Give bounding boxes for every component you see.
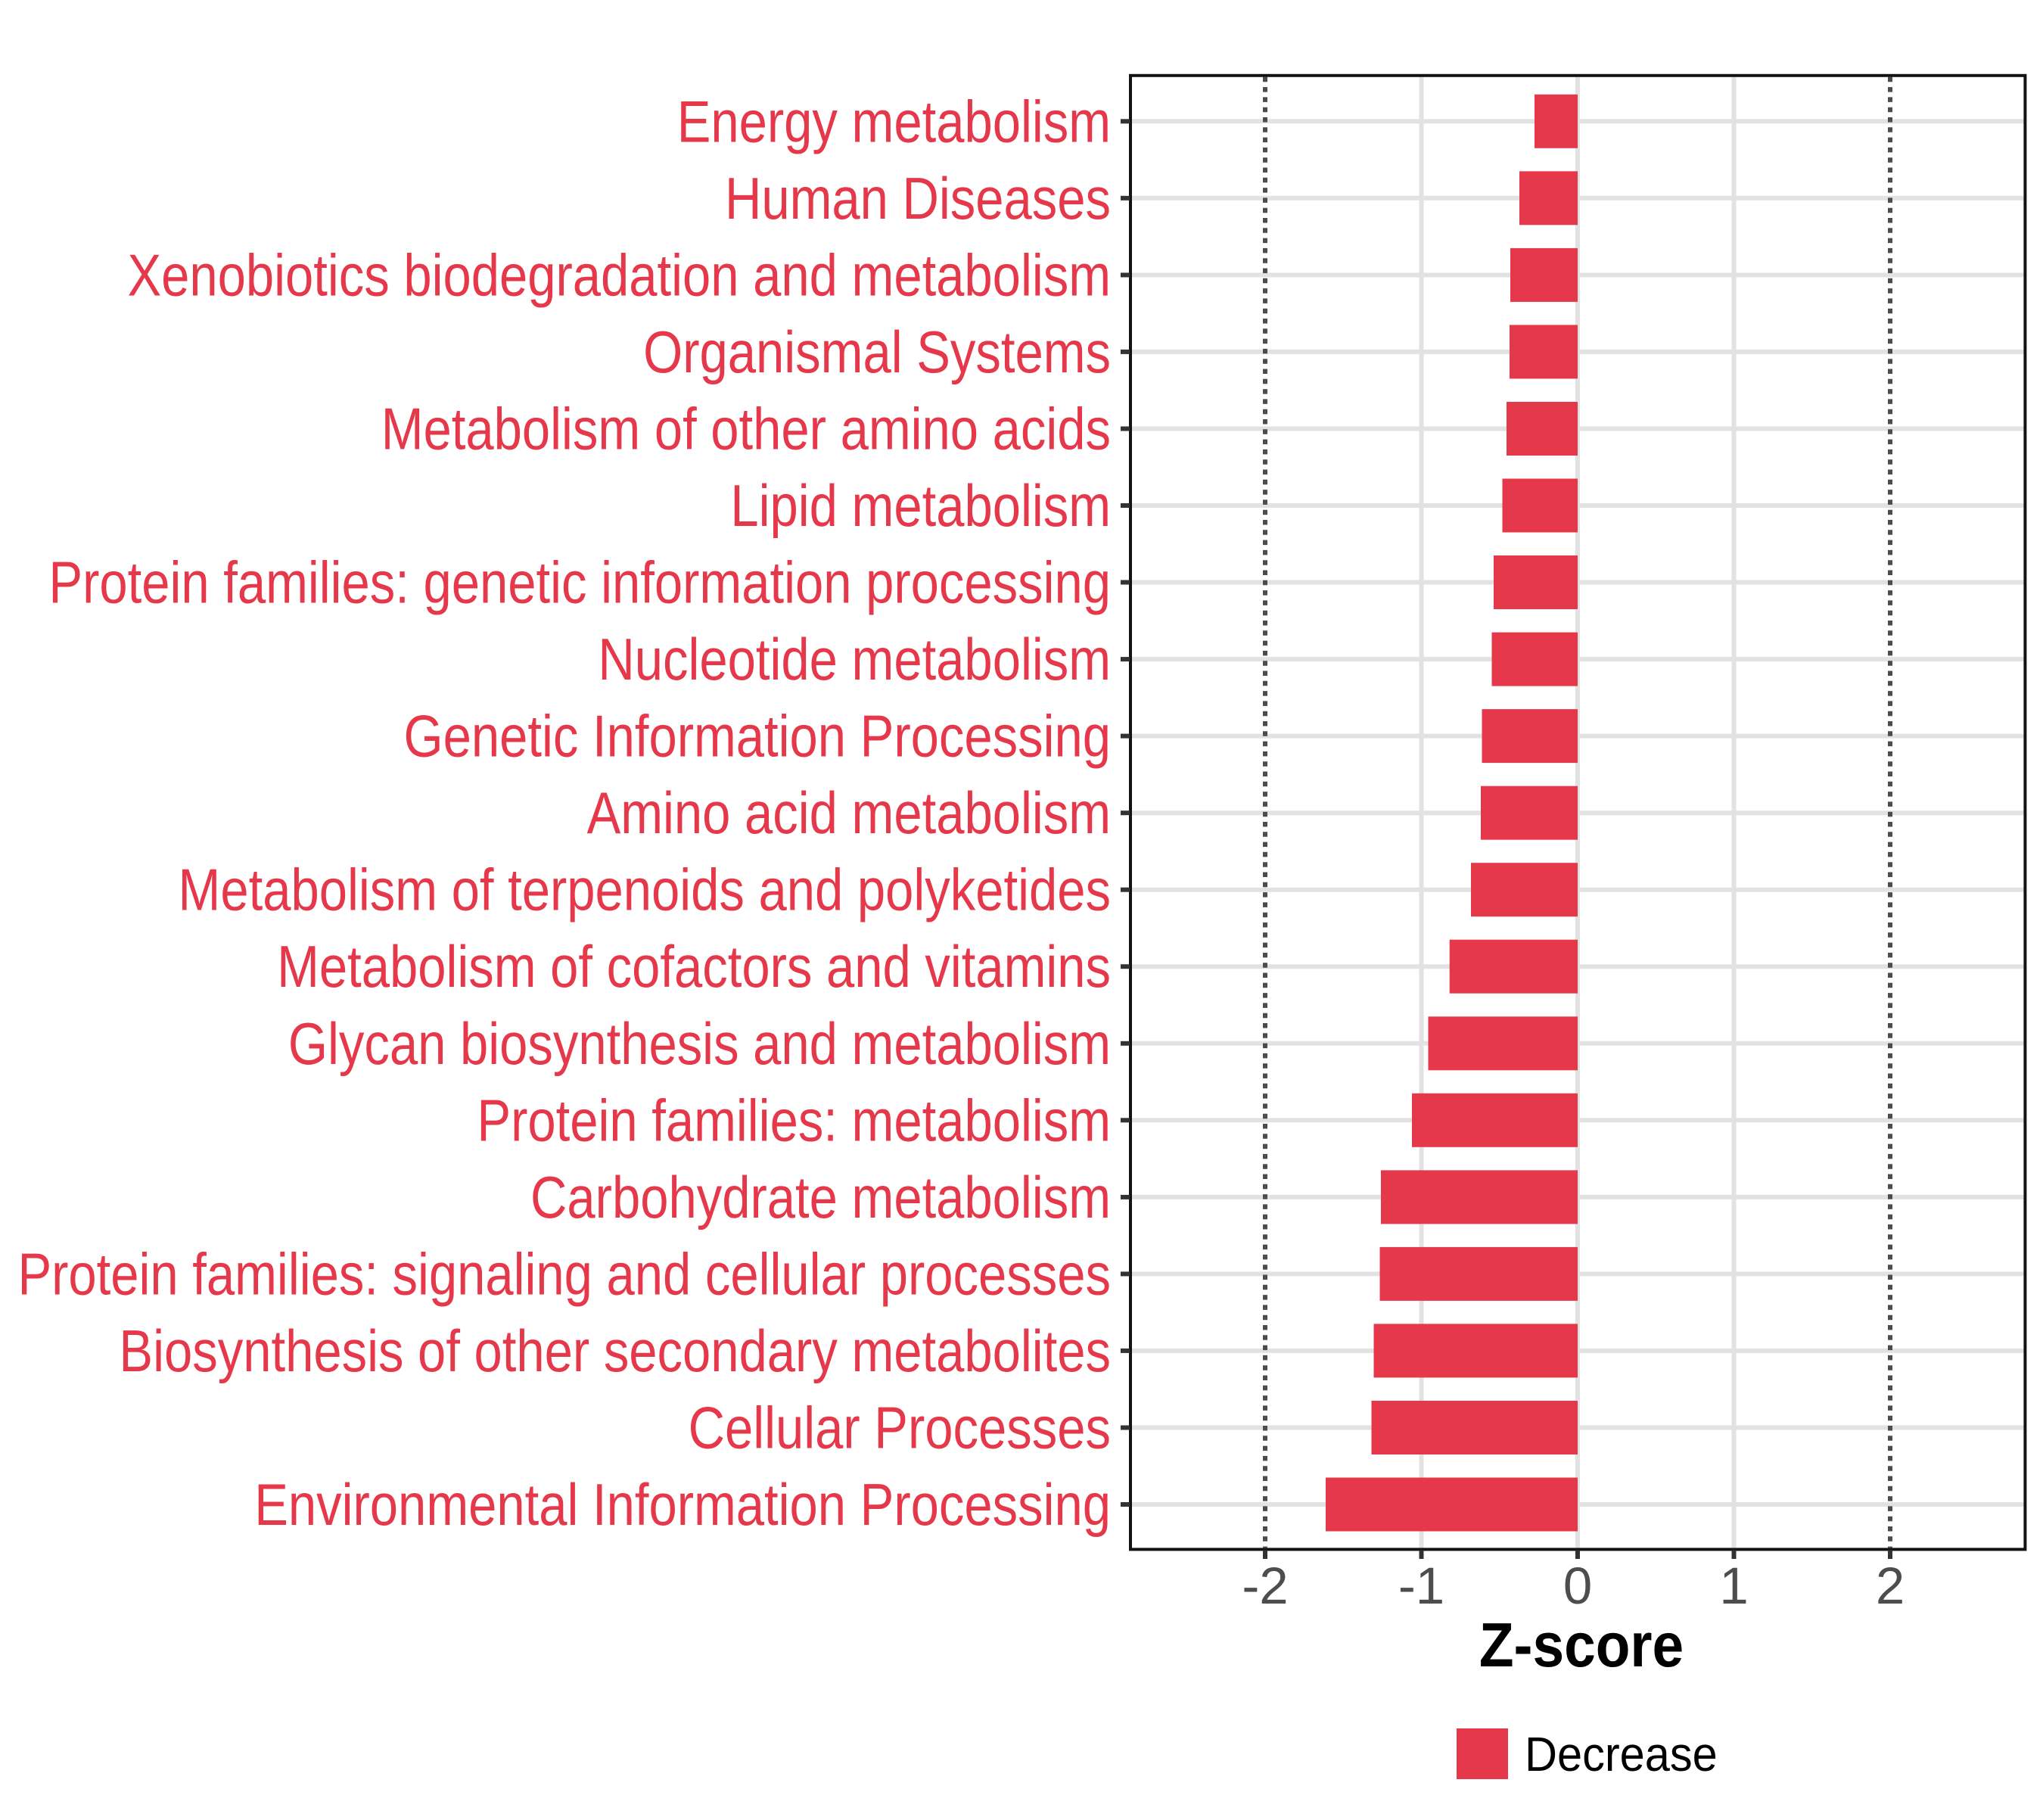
svg-text:2: 2 [1876,1557,1905,1615]
svg-text:Metabolism of cofactors and vi: Metabolism of cofactors and vitamins [277,934,1111,1000]
svg-text:Environmental Information Proc: Environmental Information Processing [254,1472,1111,1538]
svg-text:Glycan biosynthesis and metabo: Glycan biosynthesis and metabolism [288,1011,1111,1077]
svg-text:Organismal Systems: Organismal Systems [643,319,1111,385]
svg-text:Lipid metabolism: Lipid metabolism [730,473,1111,539]
svg-text:Biosynthesis of other secondar: Biosynthesis of other secondary metaboli… [119,1318,1111,1384]
svg-text:0: 0 [1563,1557,1592,1615]
svg-text:1: 1 [1719,1557,1748,1615]
svg-text:Decrease: Decrease [1525,1728,1718,1781]
svg-text:Energy metabolism: Energy metabolism [677,89,1111,155]
svg-text:Metabolism of other amino acid: Metabolism of other amino acids [381,397,1111,462]
svg-text:Carbohydrate metabolism: Carbohydrate metabolism [530,1165,1111,1230]
svg-text:Xenobiotics biodegradation and: Xenobiotics biodegradation and metabolis… [127,243,1111,309]
svg-text:Metabolism of terpenoids and p: Metabolism of terpenoids and polyketides [179,857,1111,923]
svg-text:-2: -2 [1242,1557,1288,1615]
svg-text:-1: -1 [1398,1557,1444,1615]
svg-text:Nucleotide metabolism: Nucleotide metabolism [598,627,1111,692]
svg-text:Z-score: Z-score [1479,1609,1684,1679]
svg-text:Amino acid metabolism: Amino acid metabolism [587,780,1111,846]
svg-text:Cellular Processes: Cellular Processes [689,1395,1111,1461]
svg-text:Protein families: signaling an: Protein families: signaling and cellular… [17,1242,1111,1308]
svg-text:Human Diseases: Human Diseases [725,166,1111,232]
svg-text:Genetic Information Processing: Genetic Information Processing [404,704,1111,770]
svg-text:Protein families: metabolism: Protein families: metabolism [477,1088,1111,1154]
svg-text:Protein families: genetic info: Protein families: genetic information pr… [48,550,1111,616]
